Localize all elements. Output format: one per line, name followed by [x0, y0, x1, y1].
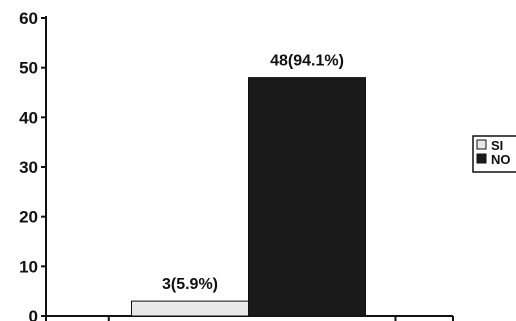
y-tick-label: 50 — [19, 59, 38, 78]
legend-swatch-si — [476, 139, 487, 150]
legend-label-si: SI — [491, 138, 503, 153]
y-tick-label: 10 — [19, 257, 38, 276]
bar-si — [131, 300, 249, 317]
data-labels: 3(5.9%) 48(94.1%) — [162, 53, 344, 294]
legend-swatch-no — [476, 153, 487, 164]
legend-label-no: NO — [491, 152, 511, 167]
y-tick-label: 60 — [19, 9, 38, 28]
data-label-si: 3(5.9%) — [162, 276, 218, 293]
y-tick-label: 0 — [29, 307, 38, 321]
bars — [131, 77, 366, 317]
bar-no — [248, 77, 366, 317]
y-axis: 0 10 20 30 40 50 60 — [19, 9, 454, 321]
y-tick-label: 40 — [19, 108, 38, 127]
y-tick-label: 20 — [19, 208, 38, 227]
data-label-no: 48(94.1%) — [270, 53, 344, 70]
y-tick-label: 30 — [19, 158, 38, 177]
